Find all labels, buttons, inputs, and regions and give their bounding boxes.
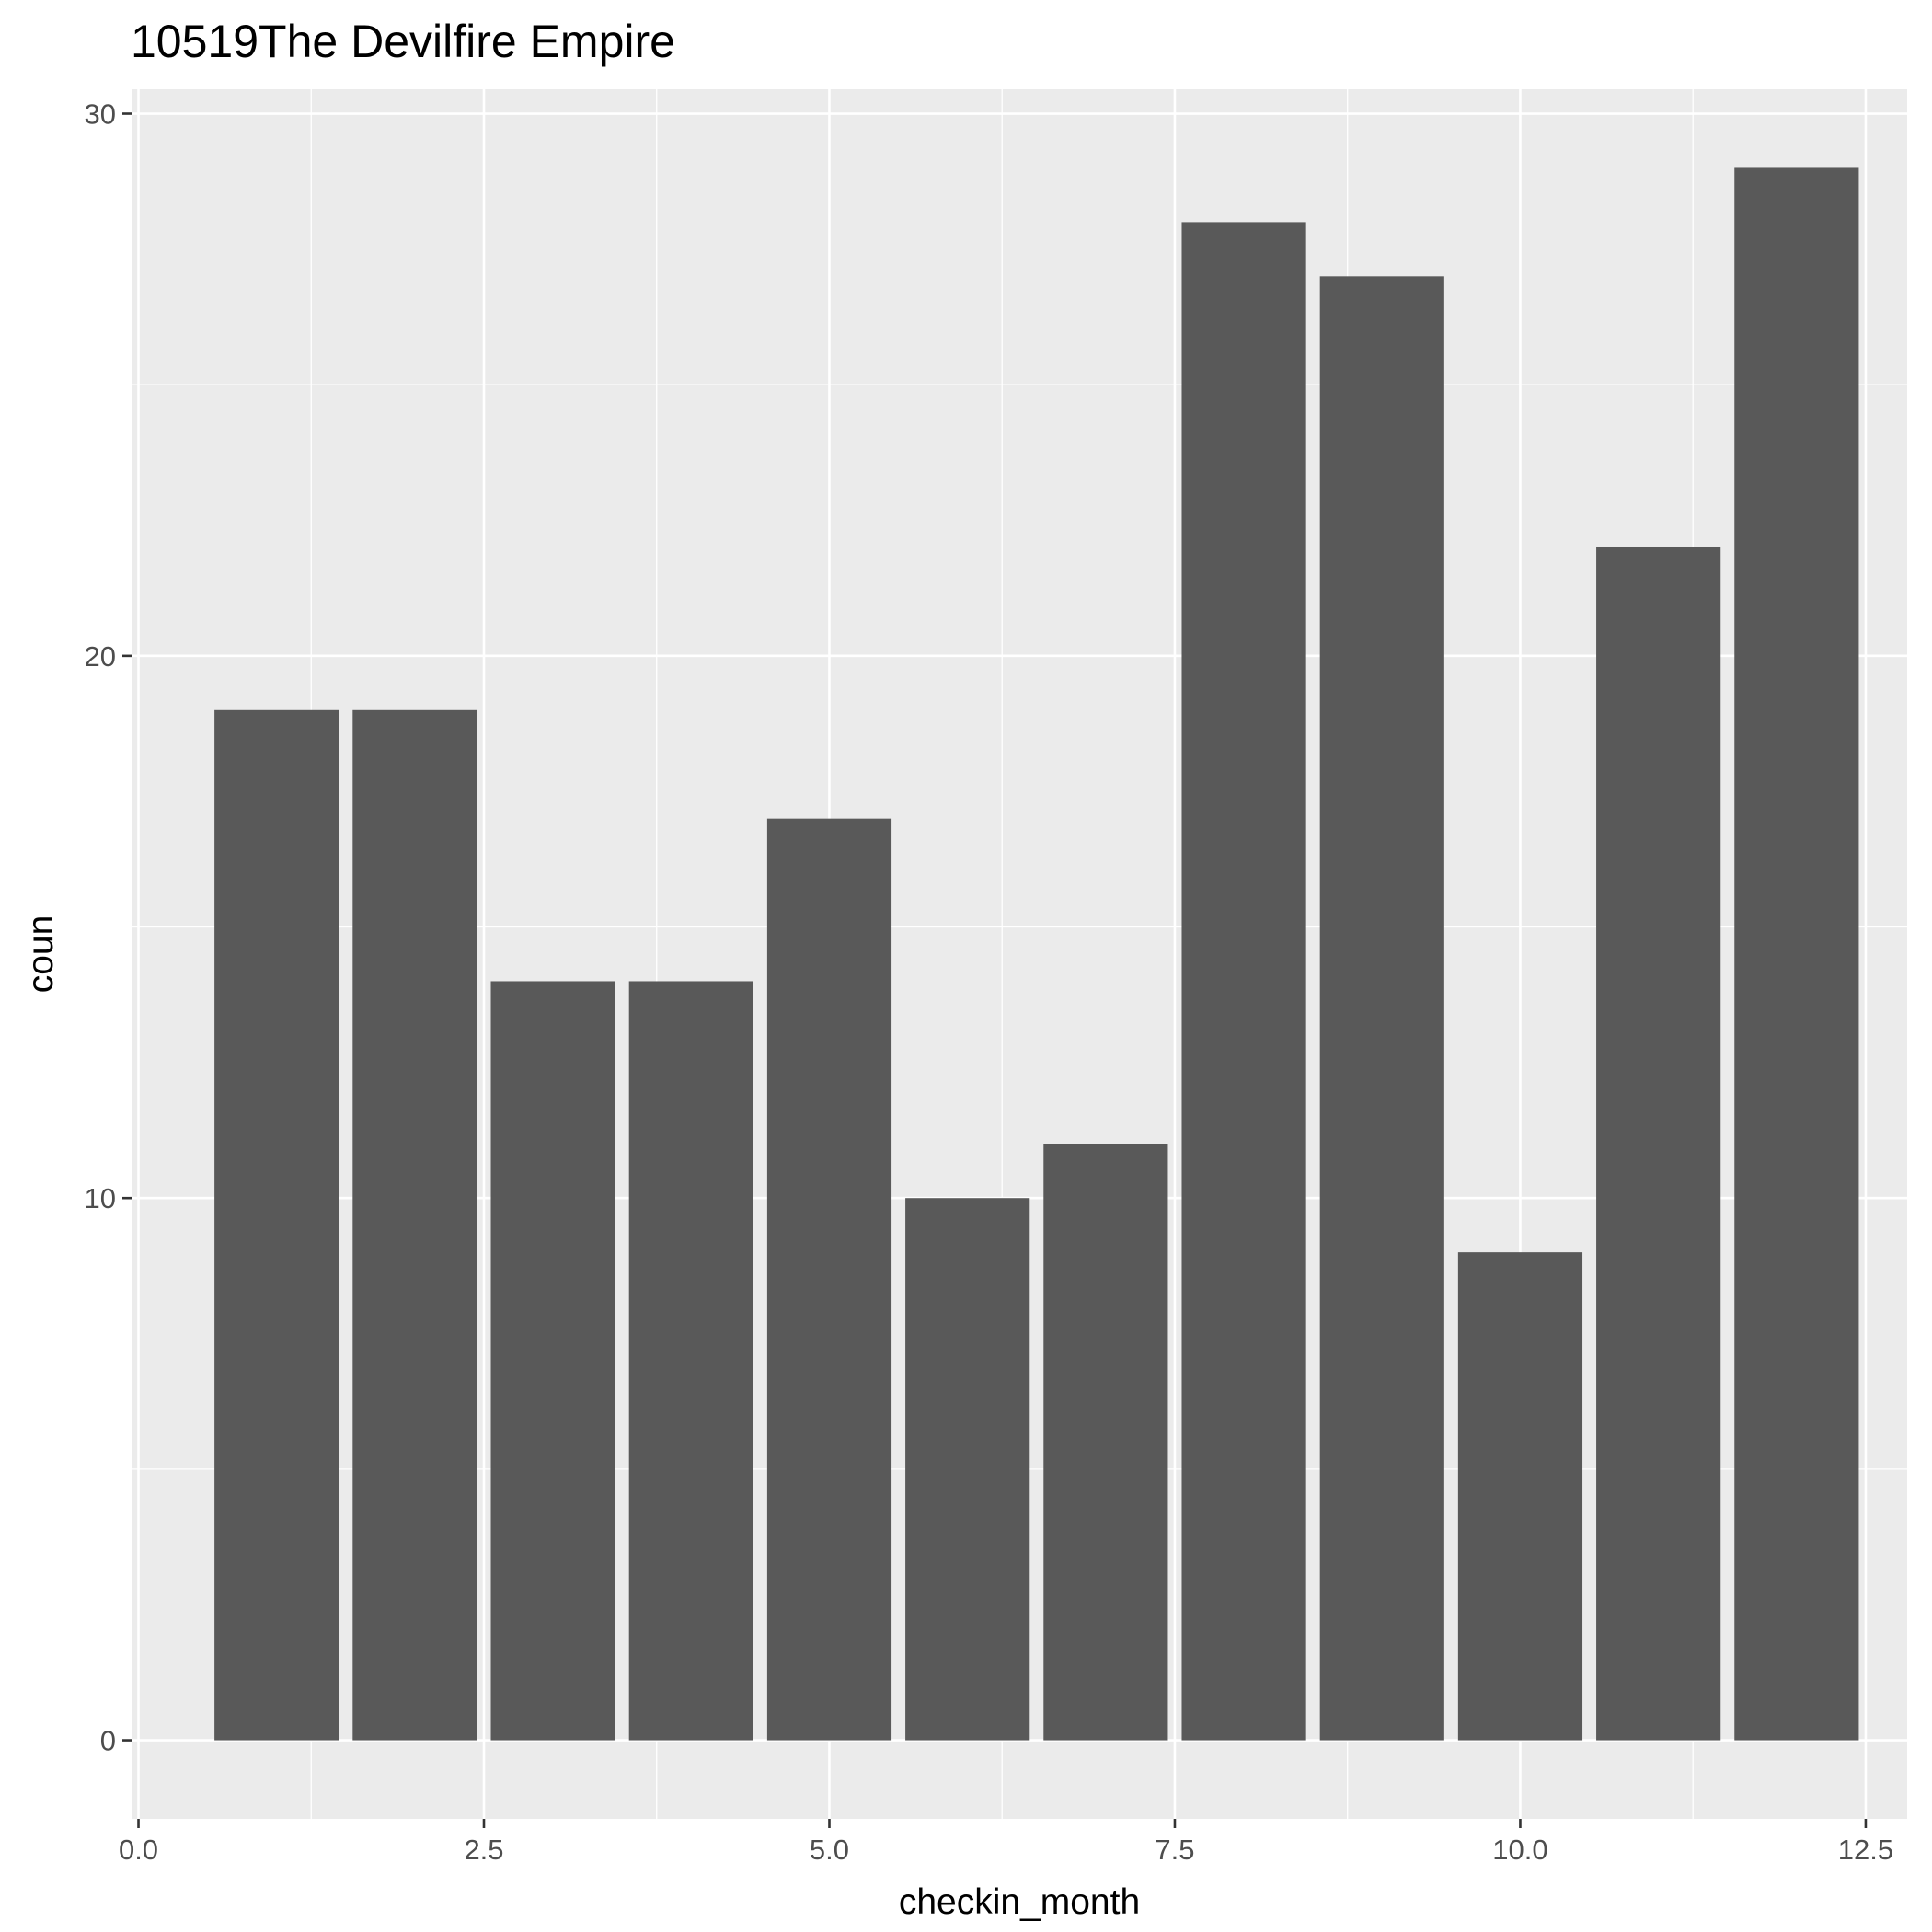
bar-month-4 (628, 981, 753, 1741)
y-tick-label: 20 (85, 640, 116, 673)
y-tick-label: 30 (85, 98, 116, 131)
x-tick-label: 5.0 (810, 1834, 849, 1866)
x-axis-title: checkin_month (899, 1882, 1140, 1922)
bar-month-12 (1734, 167, 1859, 1741)
x-tick-label: 10.0 (1492, 1834, 1547, 1866)
chart-title: 10519The Devilfire Empire (131, 16, 675, 67)
bar-month-1 (214, 709, 339, 1741)
bar-month-11 (1596, 546, 1721, 1741)
bar-month-7 (1043, 1144, 1168, 1741)
x-tick-label: 2.5 (464, 1834, 503, 1866)
bars (214, 167, 1859, 1741)
bar-month-2 (352, 709, 477, 1741)
y-tick-label: 10 (85, 1182, 116, 1214)
x-tick-label: 7.5 (1155, 1834, 1194, 1866)
bar-month-10 (1457, 1252, 1583, 1741)
bar-month-6 (905, 1198, 1030, 1741)
y-axis: 0 10 20 30 (85, 98, 132, 1757)
bar-month-3 (490, 981, 615, 1741)
x-tick-label: 0.0 (119, 1834, 158, 1866)
y-tick-label: 0 (100, 1725, 116, 1757)
bar-month-8 (1181, 222, 1306, 1741)
bar-month-5 (766, 818, 892, 1741)
bar-month-9 (1319, 276, 1444, 1741)
x-axis: 0.0 2.5 5.0 7.5 10.0 12.5 (119, 1819, 1893, 1866)
y-axis-title: coun (21, 915, 61, 994)
x-tick-label: 12.5 (1838, 1834, 1893, 1866)
